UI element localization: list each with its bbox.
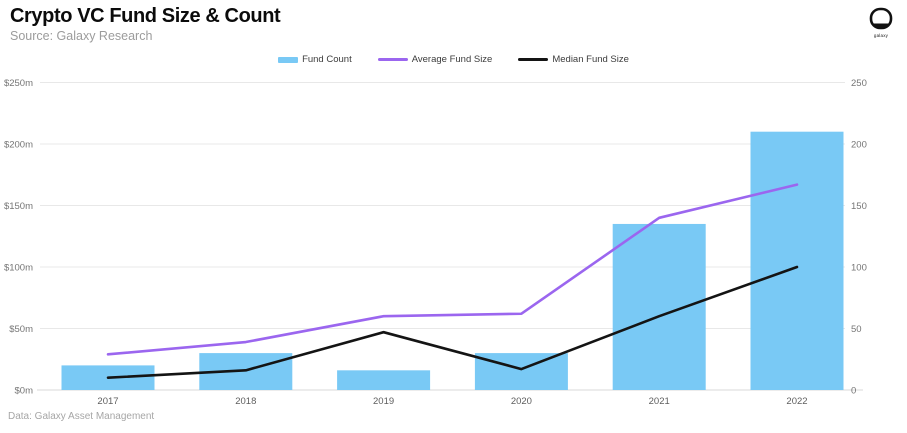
line-average-fund-size [106,183,799,356]
page-subtitle: Source: Galaxy Research [10,29,153,43]
chart-area: $0m 0 $50m 50 $100m 100 $150m 150 $200m 200 $250m 2… [0,72,907,410]
right-axis-tick: 0 [851,386,856,397]
legend-label-median-fund-size: Median Fund Size [552,54,629,65]
data-attribution: Data: Galaxy Asset Management [8,411,155,422]
galaxy-logo: galaxy [866,7,896,38]
x-axis-label-2018: 2018 [235,396,256,407]
left-axis-tick: $250m [4,78,33,89]
left-axis-tick: $100m [4,263,33,274]
legend-item-median-fund-size: Median Fund Size [518,54,629,65]
median-fund-size-swatch-icon [518,58,549,61]
left-axis-tick: $150m [4,201,33,212]
galaxy-logo-label: galaxy [873,33,889,38]
legend-item-fund-count: Fund Count [278,54,352,65]
chart-canvas: $0m 0 $50m 50 $100m 100 $150m 150 $200m 200 $250m 2… [4,78,867,407]
x-axis-label-2022: 2022 [786,396,807,407]
left-axis-tick: $200m [4,140,33,151]
right-axis-tick: 100 [851,263,867,274]
x-axis-label-2021: 2021 [649,396,670,407]
fund-count-swatch-icon [278,56,299,63]
x-axis-label-2019: 2019 [373,396,394,407]
bar-2019 [337,370,431,390]
page-title: Crypto VC Fund Size & Count [10,5,281,27]
line-median-fund-size [106,265,799,380]
right-axis-tick: 200 [851,140,867,151]
left-axis-tick: $0m [15,386,34,397]
galaxy-logo-icon [869,7,893,30]
right-axis-tick: 150 [851,201,867,212]
right-axis-tick: 250 [851,78,867,89]
x-axis-label-2020: 2020 [511,396,532,407]
legend-label-average-fund-size: Average Fund Size [411,54,493,65]
left-axis-tick: $50m [9,324,33,335]
legend-label-fund-count: Fund Count [302,54,352,65]
chart-legend: Fund Count Average Fund Size Median Fund… [0,54,907,65]
bar-2020 [474,353,568,390]
right-axis-tick: 50 [851,324,862,335]
bar-2022 [750,131,844,390]
bar-2021 [612,223,706,390]
average-fund-size-swatch-icon [377,58,408,61]
x-axis-label-2017: 2017 [97,396,118,407]
legend-item-average-fund-size: Average Fund Size [377,54,493,65]
